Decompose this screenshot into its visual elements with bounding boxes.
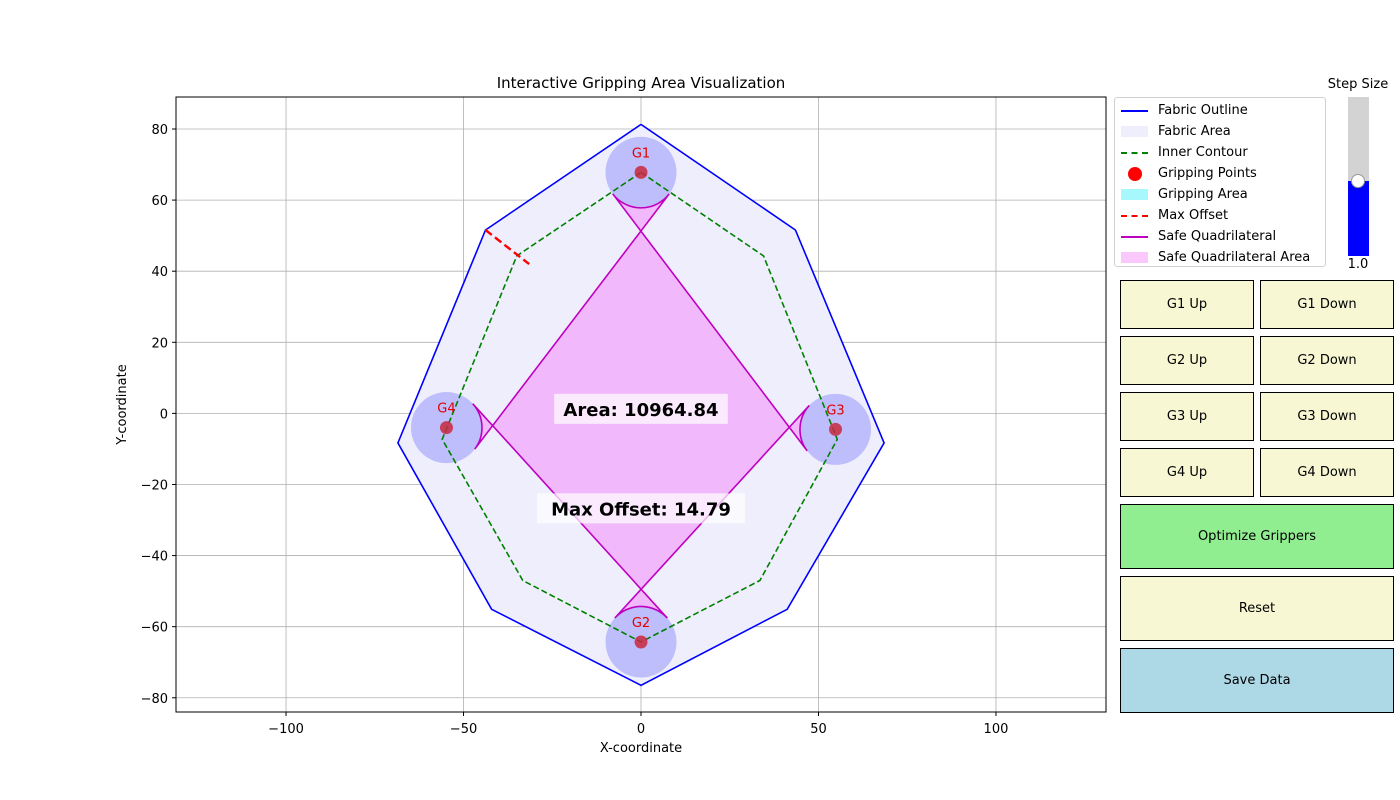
x-axis-label: X-coordinate	[600, 741, 682, 756]
legend-item: Fabric Area	[1121, 121, 1231, 142]
annotation-box	[537, 493, 745, 524]
x-tick-label: 50	[810, 722, 827, 737]
g3-down-button[interactable]: G3 Down	[1260, 392, 1394, 441]
y-tick-label: 60	[151, 194, 168, 209]
legend-item: Max Offset	[1121, 205, 1228, 226]
safe-quadrilateral	[472, 193, 810, 619]
step-size-value: 1.0	[1347, 257, 1369, 272]
legend-item: Safe Quadrilateral	[1121, 226, 1276, 247]
gripping-point-label: G4	[437, 402, 455, 417]
y-tick-label: 20	[151, 336, 168, 351]
g3-up-button[interactable]: G3 Up	[1120, 392, 1254, 441]
chart-title: Interactive Gripping Area Visualization	[497, 74, 786, 92]
gripping-point	[634, 165, 648, 179]
legend-label: Max Offset	[1158, 208, 1229, 223]
legend-label: Gripping Points	[1158, 166, 1257, 181]
y-axis-label: Y-coordinate	[115, 364, 130, 445]
annotation-box	[554, 393, 728, 424]
g4-up-button[interactable]: G4 Up	[1120, 448, 1254, 497]
x-tick-label: 0	[637, 722, 645, 737]
gripping-point	[439, 421, 453, 435]
legend: Fabric Outline Fabric Area Inner Contour Gr…	[1114, 97, 1326, 267]
gripping-point-label: G1	[632, 146, 650, 161]
legend-dot	[1128, 166, 1142, 181]
gripping-point-label: G2	[632, 616, 650, 631]
legend-key	[1121, 252, 1148, 263]
x-tick-label: −100	[268, 722, 304, 737]
y-tick-label: −80	[141, 692, 168, 707]
legend-item: Inner Contour	[1121, 142, 1248, 163]
g1-up-button[interactable]: G1 Up	[1120, 280, 1254, 329]
reset-button[interactable]: Reset	[1120, 576, 1394, 641]
gripping-point	[829, 422, 843, 436]
optimize-grippers-button[interactable]: Optimize Grippers	[1120, 504, 1394, 569]
annotation-text: Max Offset: 14.79	[551, 499, 731, 520]
legend-label: Gripping Area	[1158, 187, 1248, 202]
y-tick-label: 80	[151, 123, 168, 138]
legend-label: Fabric Outline	[1158, 103, 1248, 118]
g2-up-button[interactable]: G2 Up	[1120, 336, 1254, 385]
legend-item: Gripping Points	[1121, 163, 1257, 184]
max-offset-line	[484, 229, 530, 266]
step-size-label: Step Size	[1327, 77, 1389, 92]
step-size-slider-handle[interactable]	[1351, 174, 1365, 189]
y-tick-label: −40	[141, 550, 168, 565]
gripping-point	[634, 635, 648, 649]
y-tick-label: −20	[141, 478, 168, 493]
legend-key	[1121, 126, 1148, 137]
step-size-slider-fill	[1348, 181, 1369, 256]
gripping-point-label: G3	[826, 403, 844, 418]
legend-key	[1121, 109, 1148, 112]
legend-label: Safe Quadrilateral Area	[1158, 250, 1311, 265]
legend-item: Gripping Area	[1121, 184, 1248, 205]
legend-item: Safe Quadrilateral Area	[1121, 247, 1310, 268]
legend-label: Inner Contour	[1158, 145, 1248, 160]
fabric-outline	[397, 123, 885, 687]
g1-down-button[interactable]: G1 Down	[1260, 280, 1394, 329]
save-data-button[interactable]: Save Data	[1120, 648, 1394, 713]
legend-label: Fabric Area	[1158, 124, 1231, 139]
g4-down-button[interactable]: G4 Down	[1260, 448, 1394, 497]
annotation-text: Area: 10964.84	[563, 400, 718, 421]
legend-key	[1121, 189, 1148, 200]
x-tick-label: 100	[984, 722, 1009, 737]
legend-item: Fabric Outline	[1121, 100, 1248, 121]
y-tick-label: 40	[151, 265, 168, 280]
y-tick-label: 0	[160, 407, 168, 422]
legend-key	[1121, 214, 1148, 217]
plot-area: G1 G2 G3 G4 Area: 10964.84 Max Offset: 14.79 −…	[115, 74, 1107, 756]
y-tick-label: −60	[141, 621, 168, 636]
legend-label: Safe Quadrilateral	[1158, 229, 1277, 244]
legend-key	[1121, 166, 1148, 181]
x-tick-label: −50	[450, 722, 477, 737]
g2-down-button[interactable]: G2 Down	[1260, 336, 1394, 385]
legend-key	[1121, 235, 1148, 238]
legend-key	[1121, 151, 1148, 154]
